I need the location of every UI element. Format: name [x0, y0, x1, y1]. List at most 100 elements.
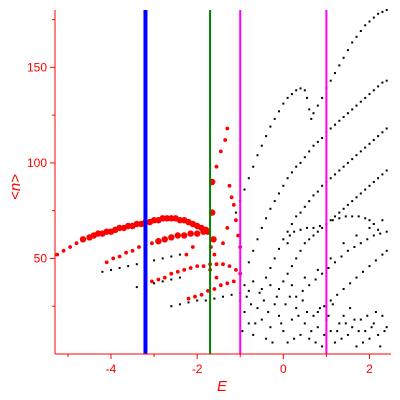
- red-data-point: [61, 248, 66, 253]
- black-data-point: [301, 299, 304, 302]
- black-data-point: [303, 89, 306, 92]
- black-data-point: [312, 144, 315, 147]
- black-data-point: [252, 280, 255, 283]
- black-data-point: [288, 234, 291, 237]
- black-data-point: [299, 161, 302, 164]
- red-data-point: [201, 264, 206, 268]
- black-data-point: [118, 267, 121, 269]
- black-data-point: [377, 135, 380, 138]
- black-data-point: [234, 211, 237, 214]
- black-data-point: [290, 223, 293, 225]
- black-data-point: [299, 211, 302, 214]
- red-data-point: [156, 277, 161, 282]
- black-data-point: [338, 119, 341, 122]
- red-data-point: [190, 245, 195, 249]
- black-data-point: [265, 276, 268, 279]
- black-data-point: [241, 330, 244, 333]
- black-data-point: [288, 295, 291, 298]
- black-data-point: [316, 311, 319, 313]
- black-data-point: [357, 215, 360, 218]
- red-data-point: [74, 241, 79, 246]
- black-data-point: [342, 116, 345, 118]
- red-data-point: [79, 236, 87, 243]
- black-data-point: [372, 234, 375, 237]
- red-data-point: [227, 183, 232, 188]
- black-data-point: [385, 79, 388, 82]
- black-data-point: [273, 117, 276, 120]
- black-data-point: [338, 169, 341, 172]
- black-data-point: [316, 140, 319, 143]
- black-data-point: [329, 127, 332, 130]
- black-data-point: [334, 123, 336, 126]
- black-data-point: [338, 322, 341, 325]
- black-data-point: [357, 330, 360, 333]
- black-data-point: [368, 226, 371, 229]
- black-data-point: [265, 337, 268, 340]
- black-data-point: [316, 230, 319, 233]
- black-data-point: [282, 330, 285, 333]
- y-axis-label: <n>: [7, 174, 24, 200]
- black-data-point: [312, 226, 315, 229]
- black-data-point: [280, 322, 283, 325]
- black-data-point: [278, 247, 280, 250]
- y-tick-label: 50: [34, 251, 48, 265]
- black-data-point: [321, 96, 324, 99]
- black-data-point: [243, 284, 246, 287]
- black-data-point: [374, 259, 377, 262]
- black-data-point: [364, 330, 367, 333]
- black-data-point: [282, 238, 285, 241]
- black-data-point: [170, 305, 173, 308]
- black-data-point: [372, 139, 375, 141]
- black-data-point: [303, 276, 306, 279]
- black-data-point: [383, 330, 386, 333]
- black-data-point: [308, 150, 311, 153]
- black-data-point: [310, 330, 313, 333]
- black-data-point: [290, 265, 293, 268]
- black-data-point: [271, 341, 274, 344]
- black-data-point: [385, 9, 388, 11]
- black-data-point: [178, 276, 181, 279]
- black-data-point: [355, 35, 358, 38]
- black-data-point: [340, 337, 343, 340]
- black-data-point: [327, 267, 330, 269]
- red-data-point: [218, 283, 223, 288]
- black-data-point: [262, 299, 265, 302]
- black-data-point: [368, 265, 371, 268]
- black-data-point: [286, 96, 289, 99]
- black-data-point: [377, 12, 380, 15]
- y-tick-label: 100: [27, 156, 47, 170]
- black-data-point: [170, 278, 173, 281]
- black-data-point: [342, 314, 345, 317]
- red-data-point: [225, 126, 230, 131]
- black-data-point: [368, 20, 371, 23]
- red-data-point: [214, 262, 219, 267]
- black-data-point: [308, 337, 311, 340]
- red-data-point: [150, 241, 154, 246]
- x-tick-label: -2: [192, 362, 203, 376]
- red-data-point: [212, 287, 217, 291]
- black-data-point: [153, 282, 156, 285]
- black-data-point: [377, 228, 380, 231]
- red-data-point: [55, 252, 60, 257]
- black-data-point: [273, 200, 276, 203]
- black-data-point: [312, 194, 315, 197]
- black-data-point: [359, 192, 362, 195]
- black-data-point: [308, 284, 311, 287]
- red-data-point: [223, 138, 228, 142]
- black-data-point: [381, 131, 384, 134]
- black-data-point: [299, 333, 302, 336]
- black-data-point: [286, 341, 289, 344]
- axes: -4 -2 0 2 50 100 150: [27, 10, 391, 376]
- black-data-point: [310, 117, 313, 120]
- black-data-point: [278, 110, 280, 113]
- black-data-point: [346, 112, 349, 115]
- black-data-point: [252, 165, 255, 168]
- black-data-point: [293, 337, 296, 340]
- black-data-point: [321, 137, 324, 139]
- black-data-point: [329, 330, 332, 333]
- black-data-point: [355, 345, 358, 348]
- black-data-point: [297, 314, 300, 317]
- red-data-point: [184, 252, 189, 257]
- black-data-point: [306, 226, 308, 229]
